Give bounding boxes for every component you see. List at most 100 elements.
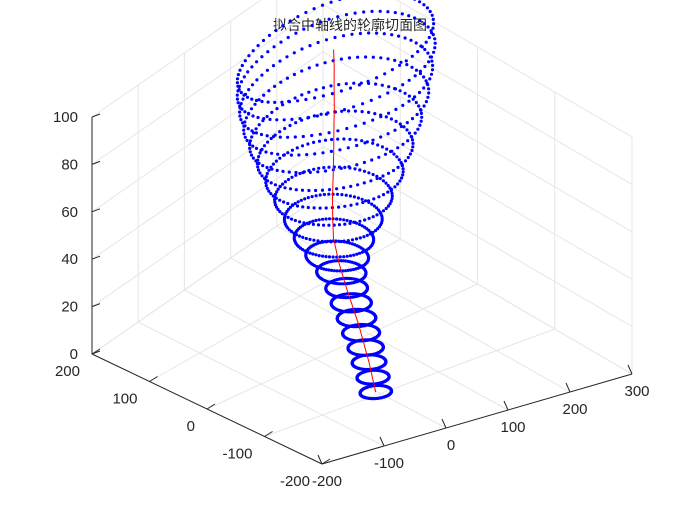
contour-point [337, 223, 342, 227]
contour-point [318, 206, 322, 210]
contour-point [413, 74, 417, 78]
contour-point [327, 223, 331, 227]
contour-point [356, 183, 360, 187]
contour-point [388, 202, 392, 206]
contour-point [275, 190, 279, 194]
z-tick-label: 100 [53, 109, 78, 126]
x-tick-mark [627, 364, 633, 375]
contour-point [401, 167, 405, 171]
contour-point [278, 130, 282, 134]
contour-point [314, 188, 318, 193]
contour-point [407, 78, 411, 82]
contour-point [310, 195, 314, 199]
contour-point [367, 216, 371, 220]
contour-point [346, 239, 350, 243]
contour-point [404, 59, 408, 63]
contour-point [426, 51, 430, 55]
contour-point [371, 141, 375, 145]
contour-point [239, 102, 243, 106]
contour-point [374, 82, 378, 86]
contour-point [327, 165, 331, 169]
contour-point [353, 11, 357, 15]
contour-point [293, 218, 297, 223]
contour-point [385, 371, 389, 375]
contour-point [295, 233, 299, 237]
contour-point [348, 241, 352, 245]
contour-point [251, 156, 255, 160]
contour-point [432, 22, 436, 26]
contour-point [379, 115, 383, 119]
x-tick-mark [441, 418, 447, 429]
contour-point [271, 194, 275, 198]
contour-point [419, 119, 423, 123]
contour-point [238, 104, 242, 108]
contour-point [327, 17, 331, 21]
contour-point [350, 242, 354, 246]
z-tick-label: 20 [61, 299, 78, 316]
contour-point [363, 218, 367, 222]
contour-point [390, 196, 394, 201]
contour-point [306, 196, 310, 200]
contour-point [422, 22, 426, 26]
contour-point [324, 268, 328, 272]
contour-point [261, 164, 265, 168]
contour-point [381, 209, 386, 213]
contour-point [346, 268, 350, 272]
contour-point [409, 38, 413, 42]
contour-point [324, 38, 329, 42]
contour-point [248, 139, 252, 143]
contour-point [261, 38, 266, 43]
contour-point [349, 184, 353, 188]
contour-point [349, 203, 353, 207]
contour-point [410, 135, 414, 139]
contour-point [278, 59, 282, 63]
contour-point [394, 119, 398, 123]
contour-point [320, 239, 324, 243]
contour-point [311, 219, 315, 223]
contour-point [433, 46, 437, 50]
contour-point [386, 171, 391, 175]
contour-point [271, 135, 276, 139]
contour-point [354, 237, 359, 241]
contour-point [324, 112, 328, 116]
contour-point [355, 143, 359, 148]
contour-point [400, 12, 404, 16]
contour-point [282, 153, 286, 157]
grid-line [91, 146, 324, 308]
contour-point [255, 78, 259, 82]
contour-point [353, 220, 357, 224]
contour-point [344, 13, 349, 17]
contour-point [299, 198, 303, 202]
contour-point [360, 197, 364, 201]
contour-point [327, 268, 331, 272]
contour-point [348, 137, 352, 141]
contour-point [353, 109, 357, 113]
contour-point [278, 156, 282, 160]
contour-point [271, 162, 275, 166]
contour-point [344, 82, 348, 86]
contour-point [411, 97, 415, 101]
contour-point [361, 280, 366, 284]
contour-point [336, 15, 340, 19]
contour-point [433, 37, 437, 41]
contour-point [257, 161, 261, 165]
contour-point [285, 55, 289, 59]
z-tick-mark [91, 208, 101, 213]
contour-point [319, 266, 323, 270]
tick-labels: 0 20 40 60 80 100 200 100 0 -100 -200 -200 -100 0 100 2… [53, 109, 650, 490]
contour-point [342, 255, 346, 259]
contour-point [398, 89, 402, 93]
contour-point [265, 171, 269, 176]
contour-point [358, 219, 362, 223]
contour-point [400, 176, 404, 180]
contour-point [366, 79, 370, 83]
contour-point [382, 32, 386, 36]
contour-point [236, 101, 240, 105]
contour-point [381, 193, 386, 197]
contour-point [378, 176, 382, 181]
contour-point [329, 84, 333, 88]
grid-line [322, 146, 633, 328]
contour-point [247, 54, 251, 58]
contour-point [288, 187, 293, 191]
contour-point [307, 66, 311, 70]
